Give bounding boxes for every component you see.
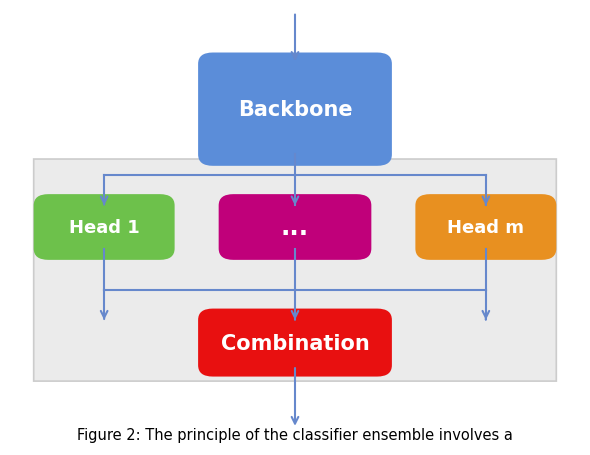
FancyBboxPatch shape [198, 309, 392, 377]
Text: Figure 2: The principle of the classifier ensemble involves a: Figure 2: The principle of the classifie… [77, 427, 513, 442]
FancyBboxPatch shape [219, 195, 371, 260]
FancyBboxPatch shape [34, 195, 175, 260]
FancyBboxPatch shape [415, 195, 556, 260]
FancyBboxPatch shape [198, 53, 392, 167]
Text: Head 1: Head 1 [69, 218, 139, 237]
Text: Backbone: Backbone [238, 100, 352, 120]
Text: Combination: Combination [221, 333, 369, 353]
Text: ...: ... [281, 216, 309, 239]
Text: Head m: Head m [447, 218, 525, 237]
FancyBboxPatch shape [34, 160, 556, 381]
